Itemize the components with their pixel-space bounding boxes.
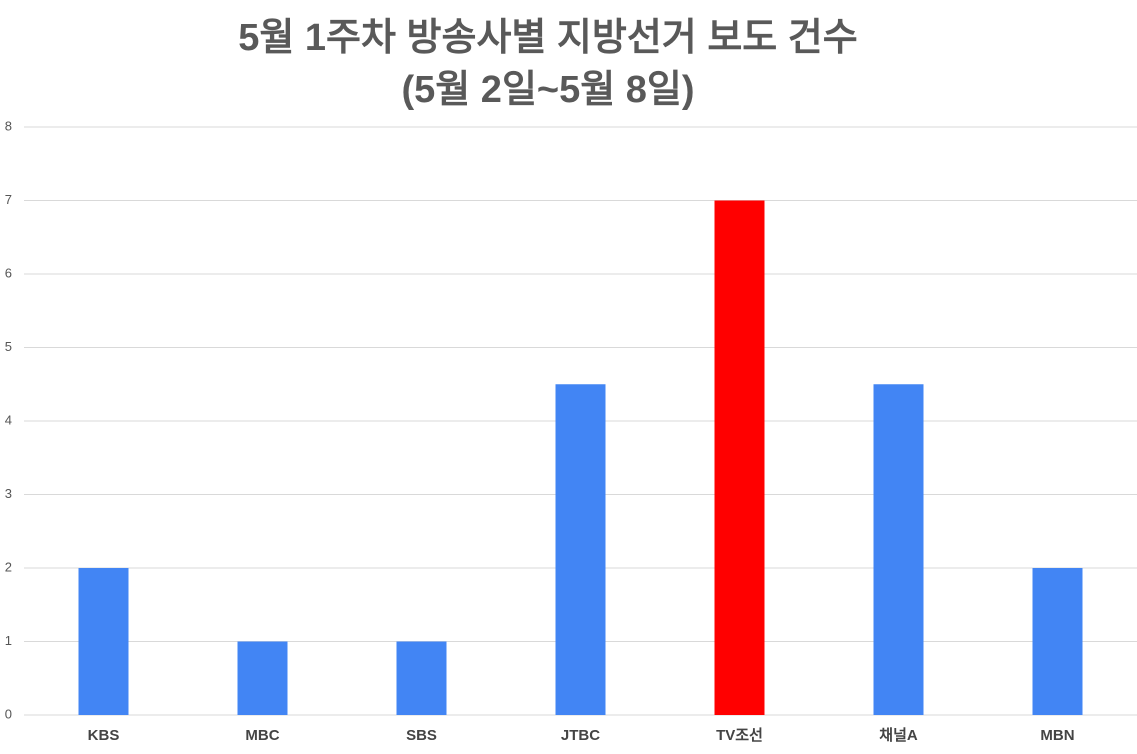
y-tick-label: 6 [5, 265, 12, 280]
bar [714, 200, 765, 715]
bar [78, 568, 129, 715]
x-tick-label: MBC [245, 727, 279, 744]
x-tick-label: SBS [406, 727, 437, 744]
x-tick-label: TV조선 [716, 727, 763, 744]
bar [873, 384, 924, 715]
y-tick-label: 0 [5, 706, 12, 721]
chart-title: 5월 1주차 방송사별 지방선거 보도 건수 [238, 17, 857, 59]
y-tick-label: 7 [5, 192, 12, 207]
y-tick-label: 1 [5, 633, 12, 648]
y-tick-label: 2 [5, 559, 12, 574]
x-tick-label: JTBC [561, 727, 600, 744]
y-tick-label: 3 [5, 486, 12, 501]
bar [237, 641, 288, 715]
bar [396, 641, 447, 715]
chart-subtitle: (5월 2일~5월 8일) [402, 69, 695, 111]
bar [555, 384, 606, 715]
x-tick-label: 채널A [879, 727, 918, 744]
x-tick-label: KBS [88, 727, 120, 744]
y-tick-label: 5 [5, 339, 12, 354]
x-tick-label: MBN [1040, 727, 1074, 744]
y-tick-label: 8 [5, 118, 12, 133]
y-tick-label: 4 [5, 412, 12, 427]
bar [1032, 568, 1083, 715]
